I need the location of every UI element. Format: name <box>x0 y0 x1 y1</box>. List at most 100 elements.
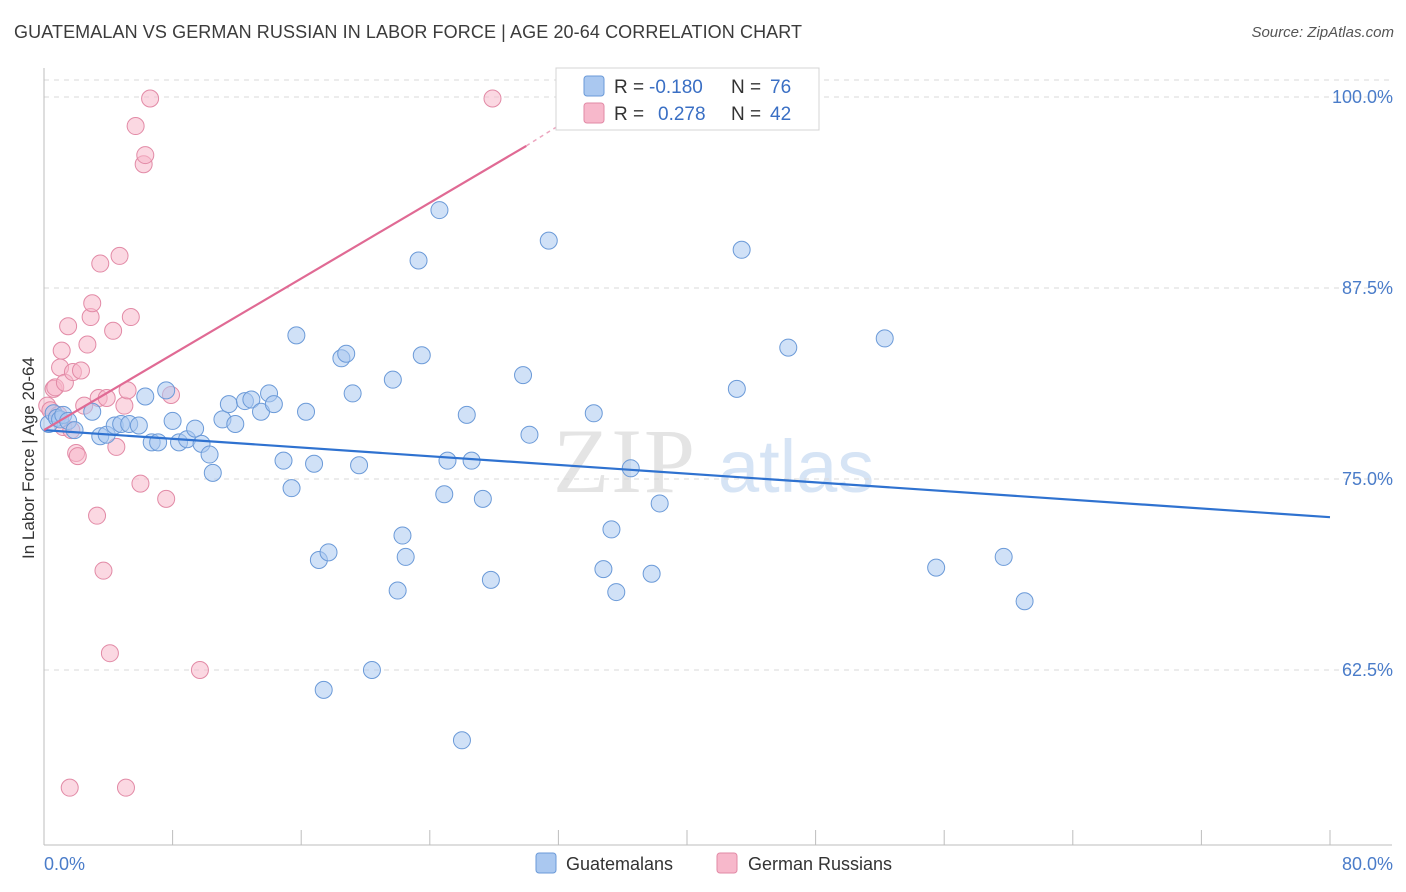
guatemalans-point <box>319 543 338 562</box>
guatemalans-point <box>594 560 613 579</box>
legend-n-value: 42 <box>770 104 791 125</box>
x-tick-labels: 0.0% 80.0% <box>44 854 1393 874</box>
guatemalans-point <box>305 454 324 473</box>
guatemalans-point <box>362 661 381 679</box>
legend-swatch-german-russians <box>583 102 605 124</box>
guatemalans-point <box>875 329 894 348</box>
german-russians-point <box>104 321 123 340</box>
y-tick-label: 100.0% <box>1332 87 1393 107</box>
guatemalans-point <box>994 547 1013 566</box>
guatemalans-point <box>732 240 751 259</box>
trend-lines <box>43 107 1331 519</box>
german-russians-point <box>110 246 129 265</box>
guatemalans-point <box>163 411 182 430</box>
guatemalans-point <box>779 338 798 357</box>
bottom-legend-swatch-guatemalans <box>535 852 557 874</box>
guatemalans-point <box>186 419 205 438</box>
guatemalans-point <box>274 451 293 470</box>
y-tick-labels: 62.5% 75.0% 87.5% 100.0% <box>1332 87 1393 680</box>
bottom-legend: Guatemalans German Russians <box>535 852 892 874</box>
guatemalans-point <box>642 564 661 583</box>
guatemalans-point <box>727 379 746 398</box>
german-russians-point <box>141 89 160 108</box>
source-label: Source: ZipAtlas.com <box>1251 24 1394 41</box>
x-tick-label: 0.0% <box>44 854 85 874</box>
guatemalans-trend-line <box>43 429 1331 519</box>
guatemalans-point <box>438 451 457 470</box>
legend-n-value: 76 <box>770 77 791 98</box>
guatemalans-point <box>350 456 369 475</box>
german-russians-point <box>100 644 119 663</box>
guatemalans-point <box>520 425 539 444</box>
german-russians-point <box>88 506 107 525</box>
german-russians-point <box>83 294 102 313</box>
guatemalans-point <box>412 346 431 365</box>
german-russians-point <box>190 661 209 679</box>
guatemalans-point <box>287 326 306 345</box>
guatemalans-point <box>473 489 492 508</box>
legend-r-label: R = <box>614 104 644 125</box>
guatemalans-point <box>203 463 222 482</box>
guatemalans-point <box>65 421 84 440</box>
legend-n-label: N = <box>731 104 761 125</box>
guatemalans-point <box>388 581 407 600</box>
y-tick-label: 62.5% <box>1342 660 1393 680</box>
german-russians-point <box>91 254 110 273</box>
legend-r-value: -0.180 <box>649 77 703 98</box>
guatemalans-point <box>83 402 102 421</box>
german-russians-point <box>107 437 126 456</box>
german-russians-point <box>136 146 155 165</box>
german-russians-point <box>483 89 502 108</box>
guatemalans-point <box>226 414 245 433</box>
guatemalans-point <box>430 201 449 220</box>
guatemalans-point <box>242 390 261 409</box>
guatemalans-point <box>927 558 946 577</box>
legend-r-label: R = <box>614 77 644 98</box>
guatemalans-point <box>219 395 238 414</box>
legend-r-value: 0.278 <box>658 104 706 125</box>
legend-n-label: N = <box>731 77 761 98</box>
legend-box: R = -0.180 N = 76 R = 0.278 N = 42 <box>555 67 820 131</box>
x-tick-label: 80.0% <box>1342 854 1393 874</box>
chart-title: GUATEMALAN VS GERMAN RUSSIAN IN LABOR FO… <box>14 22 803 42</box>
guatemalans-points <box>39 201 1034 750</box>
guatemalans-point <box>650 494 669 513</box>
guatemalans-point <box>297 402 316 421</box>
guatemalans-point <box>157 381 176 400</box>
guatemalans-point <box>481 570 500 589</box>
guatemalans-point <box>200 445 219 464</box>
guatemalans-point <box>435 485 454 504</box>
german-russians-point <box>59 317 78 336</box>
german-russians-point <box>60 778 79 797</box>
german-russians-point <box>68 447 87 466</box>
bottom-legend-swatch-german-russians <box>716 852 738 874</box>
guatemalans-point <box>457 405 476 424</box>
guatemalans-point <box>452 731 471 750</box>
watermark-zip: ZIP <box>553 410 697 512</box>
y-axis-label: In Labor Force | Age 20-64 <box>19 357 38 559</box>
guatemalans-point <box>539 231 558 250</box>
german-russians-point <box>115 396 134 415</box>
german-russians-point <box>94 561 113 580</box>
german-russians-point <box>121 308 140 327</box>
guatemalans-point <box>337 344 356 363</box>
guatemalans-point <box>514 366 533 385</box>
watermark-atlas: atlas <box>718 425 874 508</box>
bottom-legend-guatemalans: Guatemalans <box>566 854 673 874</box>
y-tick-label: 75.0% <box>1342 469 1393 489</box>
y-tick-label: 87.5% <box>1342 278 1393 298</box>
legend-swatch-guatemalans <box>583 75 605 97</box>
german-russians-point <box>52 341 71 360</box>
guatemalans-point <box>383 370 402 389</box>
guatemalans-point <box>584 404 603 423</box>
axes <box>43 68 1392 846</box>
grid-lines <box>44 79 1392 671</box>
german-russians-point <box>126 117 145 136</box>
guatemalans-point <box>602 520 621 539</box>
guatemalans-point <box>314 680 333 699</box>
guatemalans-point <box>393 526 412 545</box>
guatemalans-point <box>129 416 148 435</box>
guatemalans-point <box>343 384 362 403</box>
german-russians-point <box>157 489 176 508</box>
